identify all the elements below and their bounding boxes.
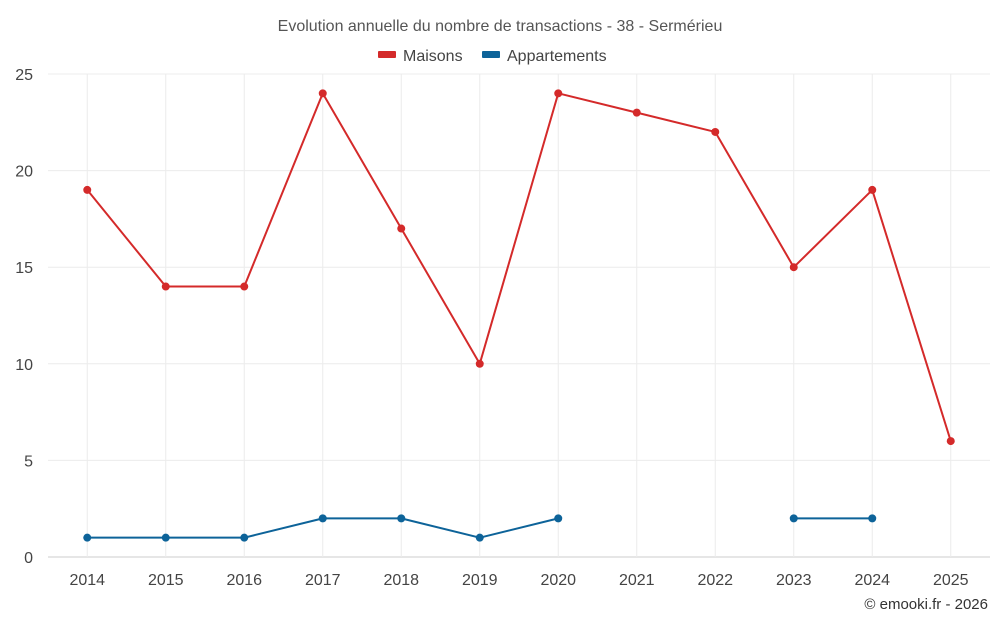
x-tick-label: 2025 <box>933 572 969 589</box>
point-appartements-2018[interactable] <box>397 514 406 523</box>
point-appartements-2016[interactable] <box>240 533 249 542</box>
x-tick-label: 2021 <box>619 572 655 589</box>
x-tick-label: 2015 <box>148 572 184 589</box>
point-appartements-2023[interactable] <box>789 514 798 523</box>
x-tick-label: 2020 <box>540 572 576 589</box>
x-tick-label: 2023 <box>776 572 812 589</box>
y-tick-label: 0 <box>24 550 33 567</box>
series-line-maisons <box>86 92 952 442</box>
point-maisons-2023[interactable] <box>789 263 798 272</box>
x-tick-label: 2019 <box>462 572 498 589</box>
point-appartements-2015[interactable] <box>161 533 170 542</box>
legend-label-maisons[interactable]: Maisons <box>403 48 463 65</box>
x-axis: 2014 2015 2016 2017 2018 2019 2020 2021 2022 2023… <box>69 572 968 589</box>
x-tick-label: 2016 <box>226 572 262 589</box>
credit: © emooki.fr - 2026 <box>864 596 988 613</box>
point-maisons-2014[interactable] <box>83 185 92 194</box>
legend-swatch-maisons <box>378 51 396 58</box>
point-maisons-2025[interactable] <box>946 437 955 446</box>
point-maisons-2018[interactable] <box>397 224 406 233</box>
legend-label-appartements[interactable]: Appartements <box>507 48 607 65</box>
legend-swatch-appartements <box>482 51 500 58</box>
point-maisons-2016[interactable] <box>240 282 249 291</box>
legend: Maisons Appartements <box>378 48 607 65</box>
point-appartements-2017[interactable] <box>318 514 327 523</box>
y-tick-label: 25 <box>15 67 33 84</box>
point-appartements-2019[interactable] <box>475 533 484 542</box>
y-tick-label: 20 <box>15 164 33 181</box>
y-tick-label: 15 <box>15 260 33 277</box>
x-tick-label: 2024 <box>854 572 890 589</box>
x-tick-label: 2017 <box>305 572 341 589</box>
grid <box>48 73 990 558</box>
y-axis: 0 5 10 15 20 25 <box>15 67 33 567</box>
point-maisons-2020[interactable] <box>554 89 563 98</box>
point-maisons-2022[interactable] <box>711 127 720 136</box>
chart-title: Evolution annuelle du nombre de transact… <box>278 18 723 35</box>
point-appartements-2020[interactable] <box>554 514 563 523</box>
y-tick-label: 10 <box>15 357 33 374</box>
point-appartements-2014[interactable] <box>83 533 92 542</box>
y-tick-label: 5 <box>24 453 33 470</box>
point-maisons-2015[interactable] <box>161 282 170 291</box>
point-maisons-2024[interactable] <box>868 185 877 194</box>
series-layer <box>83 89 955 542</box>
point-maisons-2017[interactable] <box>318 89 327 98</box>
point-appartements-2024[interactable] <box>868 514 877 523</box>
point-maisons-2019[interactable] <box>475 359 484 368</box>
x-tick-label: 2022 <box>697 572 733 589</box>
point-maisons-2021[interactable] <box>632 108 641 117</box>
x-tick-label: 2014 <box>69 572 105 589</box>
x-tick-label: 2018 <box>383 572 419 589</box>
